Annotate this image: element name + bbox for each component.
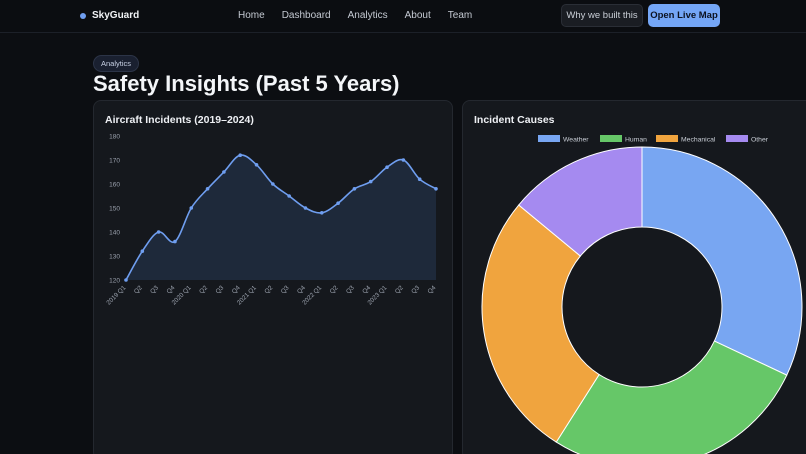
x-tick-label: Q4 [427,284,438,295]
data-point[interactable] [173,239,177,244]
data-point[interactable] [254,163,259,167]
section-badge: Analytics [93,55,140,72]
x-tick-label: Q3 [280,284,291,295]
data-point[interactable] [156,230,161,234]
data-point[interactable] [303,206,308,210]
data-point[interactable] [238,153,243,157]
donut-slice-weather[interactable] [641,146,803,376]
incidents-chart-title: Aircraft Incidents (2019–2024) [105,114,254,126]
x-tick-label: Q4 [361,284,372,295]
legend-label[interactable]: Human [625,137,647,144]
data-point[interactable] [352,187,357,191]
data-point[interactable] [140,249,145,253]
line-area-fill [126,155,436,280]
donut-slice-other[interactable] [518,146,643,257]
data-point[interactable] [434,187,438,191]
y-tick-label: 130 [109,254,120,261]
causes-chart-card: Incident Causes Weather Human Mechanical Ot… [462,100,806,454]
page-title: Safety Insights (Past 5 Years) [93,71,400,96]
brand-dot-icon [80,12,86,19]
x-tick-label: Q3 [345,284,356,295]
open-live-map-button[interactable]: Open Live Map [648,4,720,27]
nav-links: Home Dashboard Analytics About Team [238,10,472,21]
data-point[interactable] [385,165,389,169]
brand-logo[interactable]: SkyGuard [80,10,139,21]
x-tick-label: Q4 [231,284,242,295]
nav-link-about[interactable]: About [404,10,431,21]
donut-slice-mechanical[interactable] [481,204,600,443]
brand-name: SkyGuard [92,10,140,21]
data-point[interactable] [417,177,422,181]
top-nav: SkyGuard Home Dashboard Analytics About … [0,0,806,33]
x-tick-label: Q2 [133,284,144,295]
data-point[interactable] [271,182,275,186]
x-tick-label: 2019 Q1 [105,284,127,306]
x-tick-label: Q3 [410,284,421,295]
causes-chart-title: Incident Causes [474,114,555,126]
why-we-built-this-button[interactable]: Why we built this [561,4,643,27]
nav-link-analytics[interactable]: Analytics [347,10,388,21]
legend-swatch [656,135,678,142]
legend-label[interactable]: Weather [563,137,589,144]
data-point[interactable] [401,158,406,162]
data-point[interactable] [319,211,324,215]
x-tick-label: Q2 [263,284,274,295]
incidents-chart-card: Aircraft Incidents (2019–2024) 120 130 140… [93,100,453,454]
y-tick-label: 160 [109,182,120,189]
data-point[interactable] [368,179,373,184]
x-tick-label: Q4 [165,284,176,295]
y-tick-label: 170 [109,158,120,165]
x-tick-label: Q3 [214,284,225,295]
x-tick-label: Q2 [198,284,209,295]
x-tick-label: Q4 [296,284,307,295]
data-point[interactable] [189,206,194,210]
x-tick-label: Q3 [149,284,160,295]
legend-swatch [726,135,748,142]
nav-link-dashboard[interactable]: Dashboard [281,10,331,21]
nav-link-team[interactable]: Team [447,10,473,21]
legend-label[interactable]: Mechanical [681,137,716,144]
y-tick-label: 140 [109,230,120,237]
x-tick-label: Q2 [329,284,340,295]
legend-swatch [600,135,622,142]
donut-slice-human[interactable] [555,340,788,454]
x-tick-label: Q2 [394,284,405,295]
y-tick-label: 180 [109,134,120,141]
data-point[interactable] [287,194,291,198]
nav-link-home[interactable]: Home [238,10,265,21]
legend-swatch [538,135,560,142]
y-tick-label: 150 [109,206,120,213]
data-point[interactable] [336,201,340,205]
data-point[interactable] [124,278,128,282]
y-tick-label: 120 [109,278,120,285]
legend-label[interactable]: Other [751,137,769,144]
data-point[interactable] [205,187,210,191]
data-point[interactable] [222,170,226,174]
causes-donut-chart: Weather Human Mechanical Other [481,135,803,454]
